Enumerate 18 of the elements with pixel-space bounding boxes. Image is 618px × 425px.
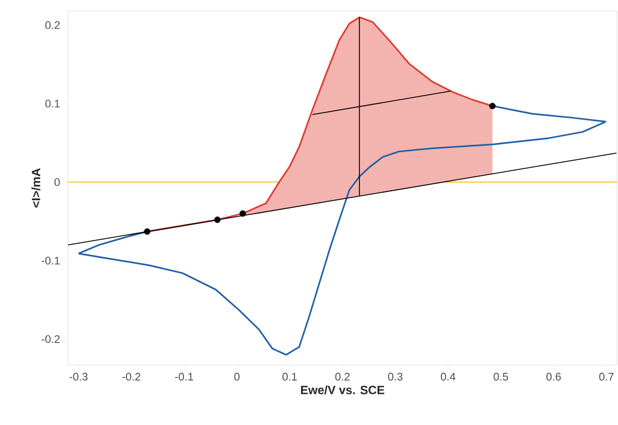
- y-tick-label: 0.2: [45, 21, 60, 30]
- x-tick-label: -0.1: [175, 372, 194, 381]
- x-tick-label: 0.5: [494, 372, 508, 381]
- x-tick-label: 0: [234, 372, 240, 381]
- x-tick-label: 0.6: [546, 372, 561, 381]
- y-tick-label: -0.2: [42, 335, 60, 343]
- x-tick-label: -0.3: [70, 372, 88, 381]
- y-tick-label: 0: [54, 178, 60, 186]
- x-tick-label: -0.2: [122, 372, 140, 381]
- y-axis-title: <I>/mA: [31, 168, 40, 208]
- y-tick-label: -0.1: [42, 256, 60, 264]
- x-axis-title: Ewe/V vs. SCE: [301, 385, 384, 394]
- x-tick-label: 0.4: [440, 372, 456, 381]
- y-tick-label: 0.1: [45, 100, 60, 108]
- x-tick-label: 0.2: [335, 372, 350, 381]
- x-tick-label: 0.7: [599, 372, 614, 381]
- x-tick-label: 0.3: [388, 372, 402, 381]
- x-tick-label: 0.1: [282, 372, 297, 381]
